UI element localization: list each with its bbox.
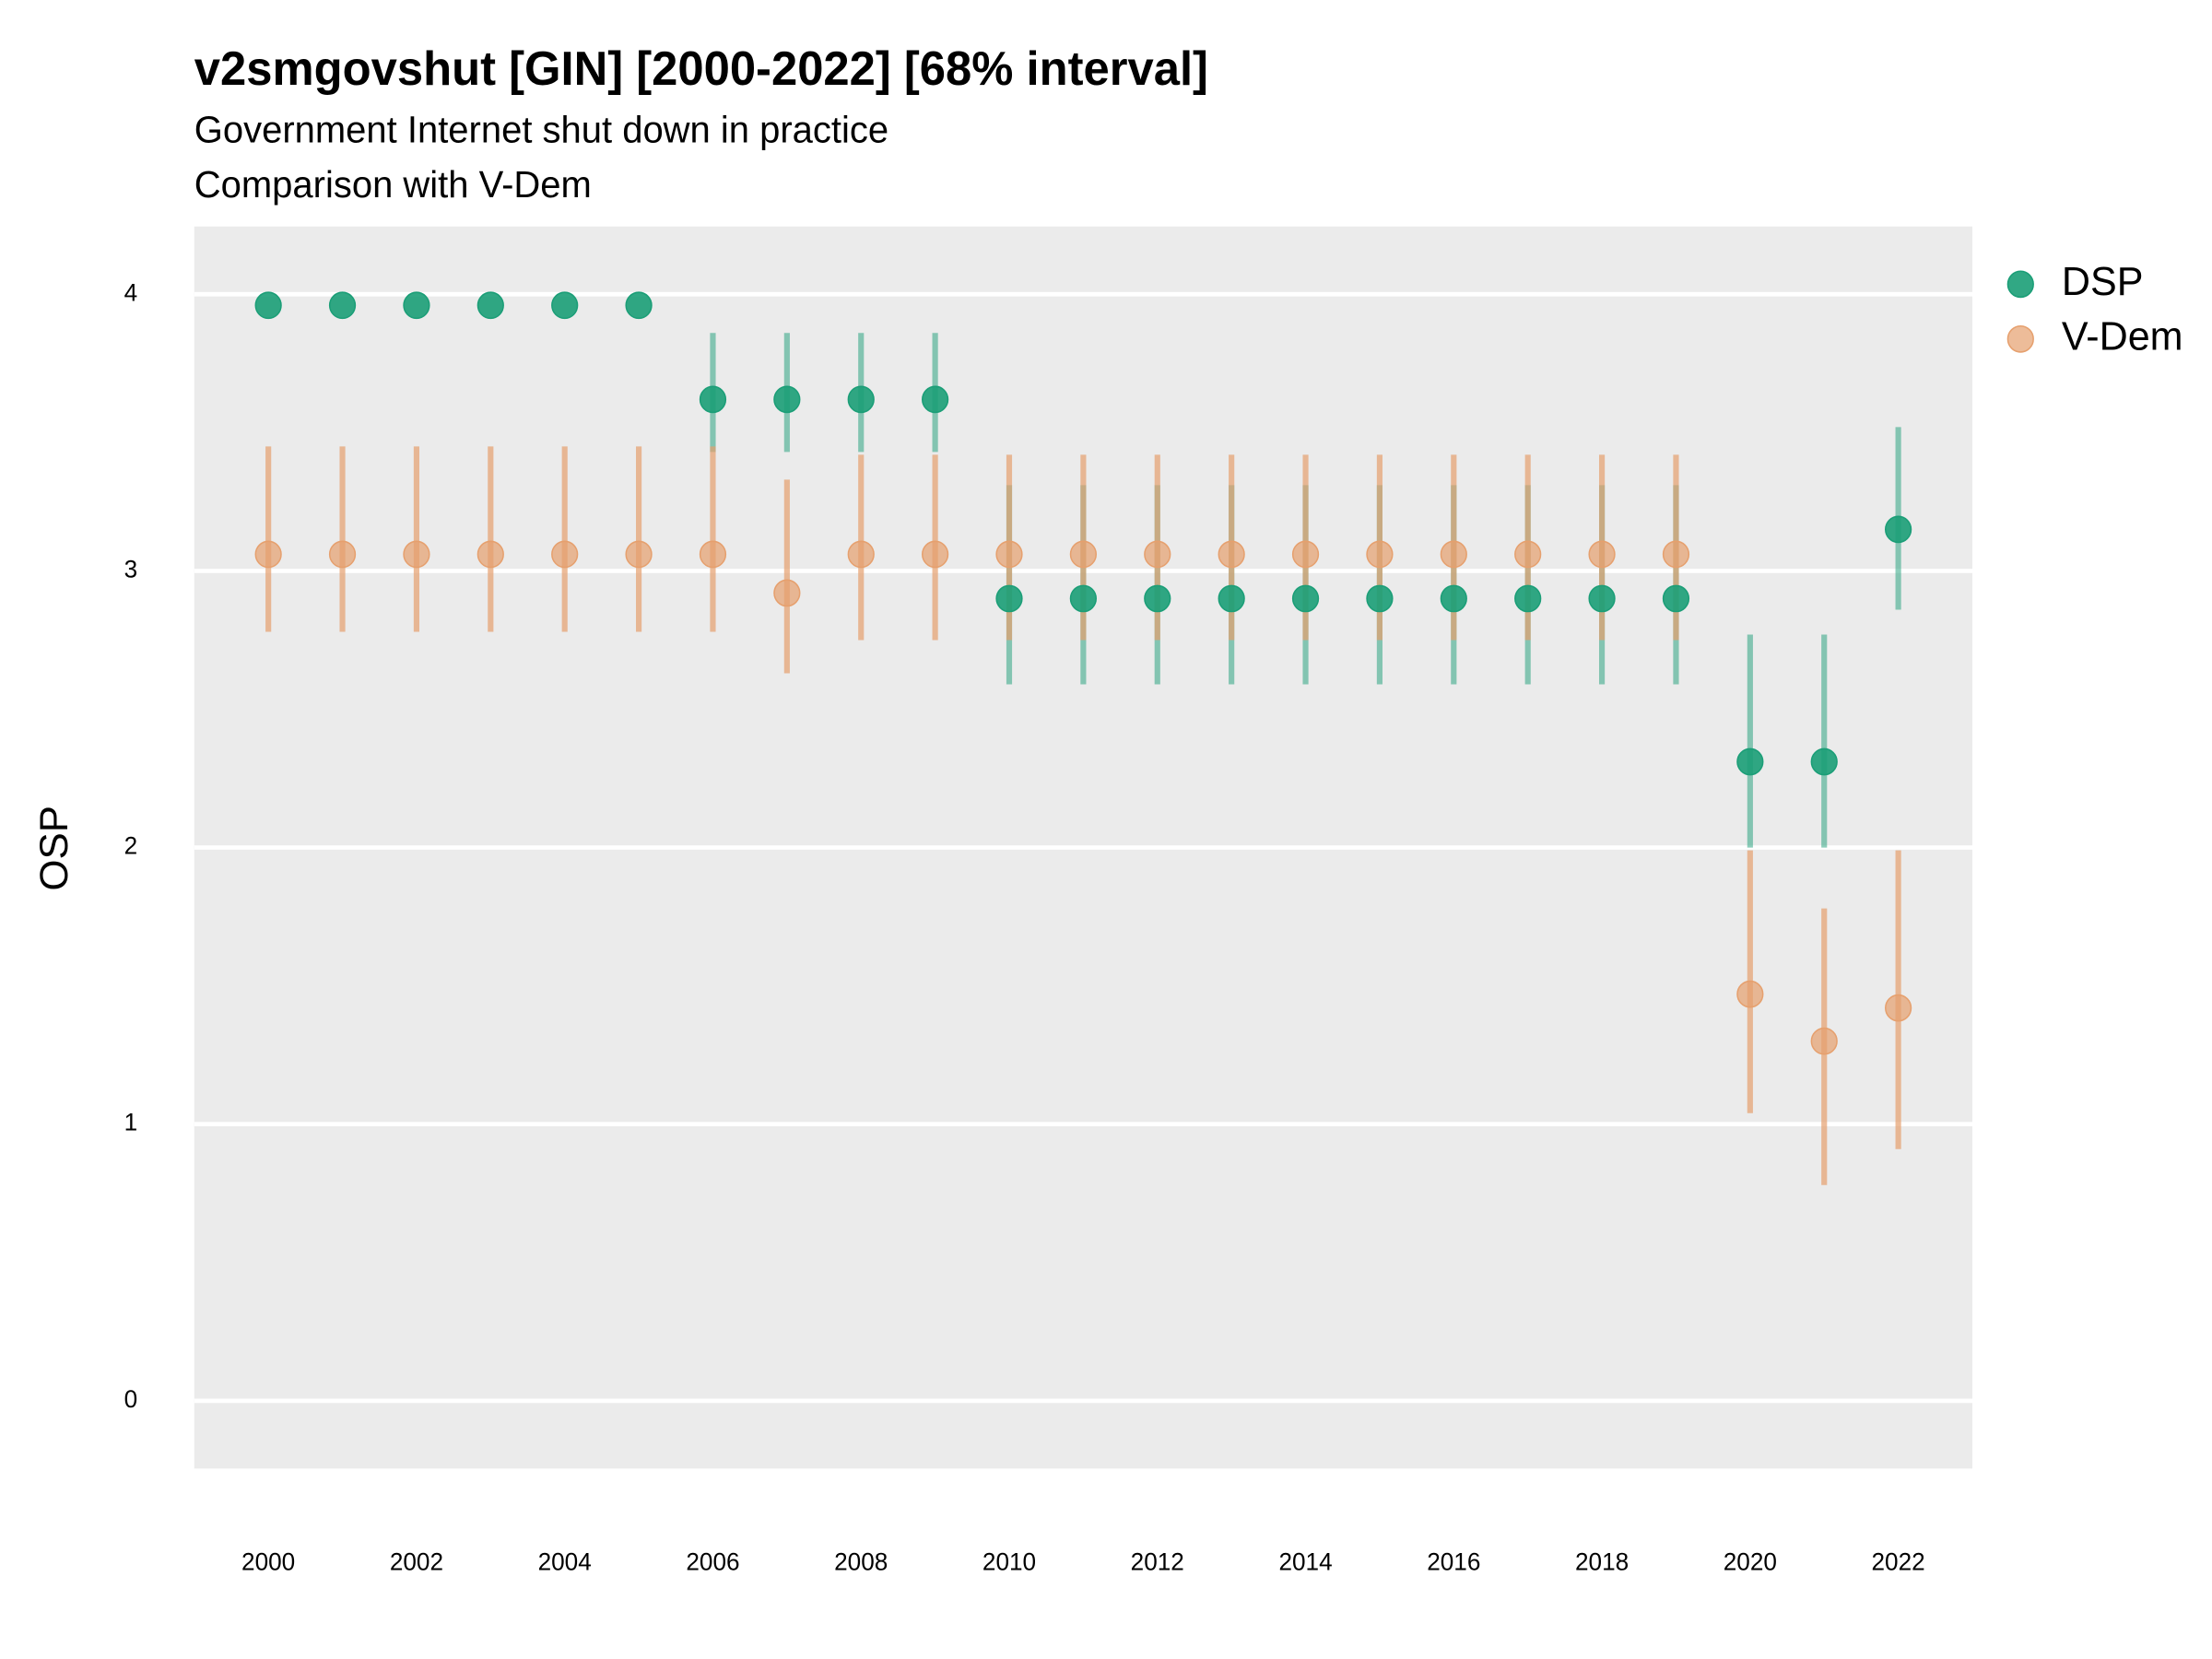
point <box>551 540 579 569</box>
point <box>1218 540 1245 569</box>
point <box>995 584 1023 613</box>
chart-subtitle: Government Internet shut down in practic… <box>194 108 888 150</box>
point <box>1885 994 1912 1022</box>
point <box>1144 540 1171 569</box>
point <box>1291 584 1320 613</box>
point <box>699 385 727 414</box>
x-tick-label: 2000 <box>241 1548 295 1576</box>
y-tick-label: 4 <box>124 278 138 306</box>
point <box>1514 584 1542 613</box>
point <box>1218 584 1245 613</box>
point <box>773 579 801 607</box>
x-tick-label: 2012 <box>1131 1548 1184 1576</box>
legend-marker <box>2006 324 2034 353</box>
point <box>1440 540 1467 569</box>
point <box>1291 540 1320 569</box>
chart-subtitle: Comparison with V-Dem <box>194 163 592 206</box>
legend-label: DSP <box>2062 260 2144 304</box>
point <box>847 385 875 414</box>
point <box>922 540 949 569</box>
point <box>254 540 282 569</box>
point <box>477 291 504 320</box>
point <box>1144 584 1171 613</box>
x-tick-label: 2004 <box>538 1548 592 1576</box>
point <box>995 540 1023 569</box>
chart-title: v2smgovshut [GIN] [2000-2022] [68% inter… <box>194 42 1208 95</box>
y-tick-label: 3 <box>124 555 138 582</box>
point <box>1810 747 1838 776</box>
point <box>1810 1027 1838 1055</box>
legend-label: V-Dem <box>2062 314 2183 359</box>
y-tick-label: 2 <box>124 831 138 859</box>
point <box>1662 584 1690 613</box>
x-tick-label: 2006 <box>686 1548 739 1576</box>
point <box>1588 584 1616 613</box>
point <box>403 540 430 569</box>
point <box>1736 747 1764 776</box>
point <box>403 291 430 320</box>
x-tick-label: 2002 <box>390 1548 443 1576</box>
point <box>1514 540 1542 569</box>
point <box>1069 584 1097 613</box>
point <box>1736 980 1764 1008</box>
x-tick-label: 2022 <box>1872 1548 1925 1576</box>
point <box>254 291 282 320</box>
y-axis-label: OSP <box>32 806 76 891</box>
point <box>699 540 727 569</box>
y-tick-label: 0 <box>124 1385 138 1413</box>
point <box>847 540 875 569</box>
point <box>1662 540 1690 569</box>
point <box>1588 540 1616 569</box>
y-tick-label: 1 <box>124 1109 138 1136</box>
point <box>625 540 653 569</box>
point <box>773 385 801 414</box>
point <box>1366 540 1394 569</box>
point <box>922 385 949 414</box>
point <box>328 291 357 320</box>
x-tick-label: 2018 <box>1575 1548 1629 1576</box>
point <box>328 540 357 569</box>
point <box>1366 584 1394 613</box>
point <box>625 291 653 320</box>
x-tick-label: 2008 <box>834 1548 888 1576</box>
point <box>477 540 504 569</box>
point <box>1440 584 1467 613</box>
point <box>551 291 579 320</box>
x-tick-label: 2014 <box>1278 1548 1332 1576</box>
x-tick-label: 2016 <box>1427 1548 1480 1576</box>
legend-marker <box>2006 270 2034 299</box>
point <box>1885 515 1912 544</box>
x-tick-label: 2020 <box>1724 1548 1777 1576</box>
point <box>1069 540 1097 569</box>
x-tick-label: 2010 <box>982 1548 1036 1576</box>
